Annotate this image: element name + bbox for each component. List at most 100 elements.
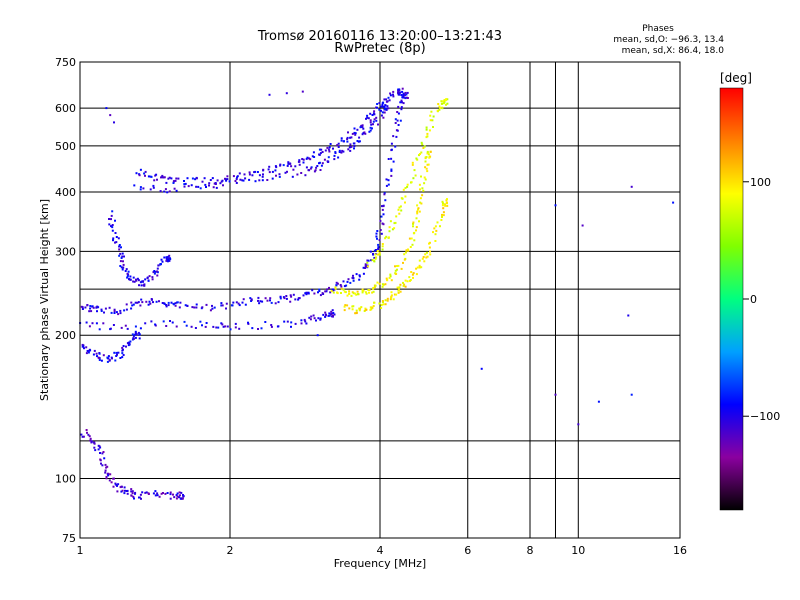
data-point [120,490,123,493]
data-point [147,303,150,306]
data-point [270,301,273,304]
data-point [111,224,114,226]
data-point [118,254,121,257]
data-point [445,98,448,101]
data-point [266,179,269,181]
y-tick-label: 750 [55,56,76,69]
data-point [374,257,377,260]
data-point [211,307,214,310]
data-point [404,195,407,198]
data-point [115,351,118,354]
data-point [147,492,150,495]
data-point [138,333,141,336]
data-point [93,446,96,449]
data-point [172,180,175,183]
data-point [120,326,123,329]
data-point [124,324,127,327]
data-point [419,153,421,155]
data-point [364,265,367,268]
data-point [421,194,424,197]
data-point [368,130,371,133]
data-point [115,236,118,238]
data-point [393,227,396,230]
data-point [418,220,420,223]
data-point [143,172,146,175]
data-point [426,150,429,153]
data-point [444,204,447,207]
data-point [242,179,245,182]
data-point [406,183,409,186]
data-point [317,317,320,320]
data-point [251,174,254,177]
data-point [356,128,359,131]
data-point [305,166,308,169]
data-point [140,298,143,301]
data-point [204,183,207,186]
data-point [422,189,425,192]
data-point [195,306,198,309]
data-point [312,151,315,154]
data-point [96,310,98,313]
data-point [328,312,331,315]
data-point [290,165,293,168]
data-point [105,107,108,110]
data-point [248,173,251,176]
data-point [388,276,391,279]
data-point [169,491,172,494]
data-point [286,164,289,167]
data-point [116,484,118,487]
data-point [230,304,233,307]
data-point [376,237,378,240]
data-point [124,270,127,272]
data-point [398,206,401,209]
data-point [102,322,105,325]
data-point [153,270,156,272]
data-point [404,94,406,97]
data-point [173,187,176,190]
data-point [412,225,414,228]
data-point [324,311,327,314]
data-point [372,290,375,293]
data-point [165,325,168,327]
data-point [378,102,381,105]
data-point [120,266,123,269]
data-point [351,305,354,308]
data-point [115,483,118,486]
data-point [369,250,372,253]
data-point [131,490,134,493]
data-point [274,302,277,305]
data-point [432,126,434,128]
data-point [394,118,397,121]
data-point [304,174,307,177]
data-point [373,249,376,252]
data-point [99,446,102,449]
data-point [441,200,444,203]
data-point [134,325,137,328]
data-point [335,281,338,284]
data-point [81,306,84,309]
data-point [151,278,154,281]
data-point [399,283,402,286]
data-point [383,192,386,195]
data-point [108,218,110,220]
data-point [316,165,319,167]
data-point [175,497,178,500]
data-point [387,107,390,110]
data-point [383,98,386,101]
data-point [86,304,89,307]
x-tick-label: 8 [527,544,534,557]
data-point [102,451,105,453]
data-point [297,298,300,301]
data-point [416,212,419,215]
data-point [261,179,264,182]
data-point [377,248,380,250]
data-point [244,177,247,180]
data-point [353,145,356,148]
data-point [136,277,139,280]
data-point [124,489,126,492]
data-point [111,226,114,229]
data-point [336,292,339,295]
data-point [81,435,84,438]
data-point [149,302,152,305]
data-point [327,148,330,151]
